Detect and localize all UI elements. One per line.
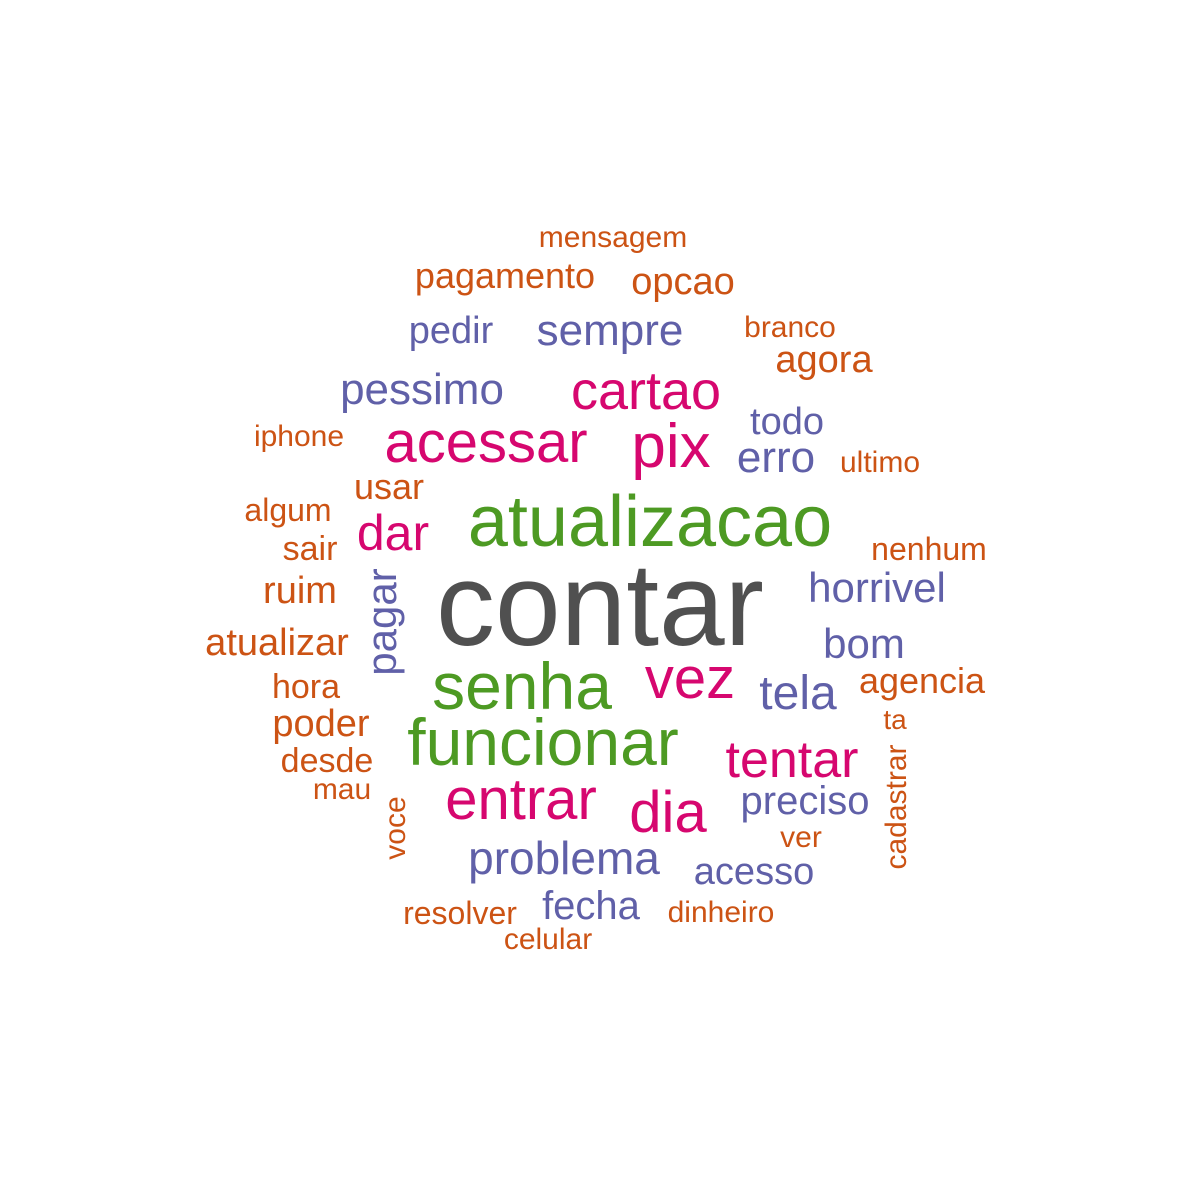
word-pagamento: pagamento	[414, 255, 596, 296]
word-fecha: fecha	[542, 884, 640, 928]
word-cadastrar: cadastrar	[880, 744, 913, 870]
word-voce: voce	[379, 796, 412, 860]
word-dar: dar	[356, 505, 430, 561]
word-pagar: pagar	[358, 568, 405, 676]
word-agora: agora	[775, 339, 873, 381]
word-preciso: preciso	[740, 779, 870, 823]
word-vez: vez	[644, 646, 736, 711]
word-usar: usar	[353, 466, 425, 507]
word-pessimo: pessimo	[340, 365, 504, 414]
word-agencia: agencia	[858, 660, 986, 701]
word-desde: desde	[280, 742, 374, 780]
word-funcionar: funcionar	[407, 705, 679, 779]
word-erro: erro	[736, 433, 816, 482]
word-nenhum: nenhum	[871, 531, 987, 567]
word-hora: hora	[271, 668, 341, 706]
word-acesso: acesso	[693, 851, 815, 893]
word-cartao: cartao	[570, 361, 722, 421]
word-contar: contar	[436, 539, 764, 671]
word-todo: todo	[750, 401, 824, 443]
word-atualizar: atualizar	[205, 622, 349, 664]
word-ruim: ruim	[263, 570, 337, 612]
word-acessar: acessar	[384, 410, 588, 475]
word-mensagem: mensagem	[538, 221, 688, 254]
word-iphone: iphone	[253, 420, 345, 453]
word-resolver: resolver	[403, 895, 517, 931]
word-algum: algum	[244, 492, 332, 528]
word-sair: sair	[282, 530, 338, 568]
word-problema: problema	[468, 832, 660, 884]
word-pix: pix	[631, 412, 711, 481]
word-ta: ta	[883, 704, 907, 735]
word-poder: poder	[272, 703, 370, 745]
word-ultimo: ultimo	[839, 446, 921, 479]
word-atualizacao: atualizacao	[467, 482, 833, 562]
word-bom: bom	[823, 620, 905, 667]
word-entrar: entrar	[445, 767, 597, 832]
word-celular: celular	[503, 923, 593, 956]
word-dia: dia	[629, 780, 707, 845]
word-ver: ver	[780, 821, 822, 854]
word-dinheiro: dinheiro	[667, 896, 775, 929]
word-pedir: pedir	[408, 310, 494, 352]
word-mau: mau	[312, 773, 372, 806]
word-sempre: sempre	[536, 306, 684, 355]
word-branco: branco	[744, 311, 836, 344]
word-horrivel: horrivel	[808, 564, 946, 611]
word-tentar: tentar	[725, 731, 859, 789]
word-opcao: opcao	[631, 261, 735, 303]
word-senha: senha	[432, 649, 612, 723]
word-tela: tela	[759, 667, 837, 720]
